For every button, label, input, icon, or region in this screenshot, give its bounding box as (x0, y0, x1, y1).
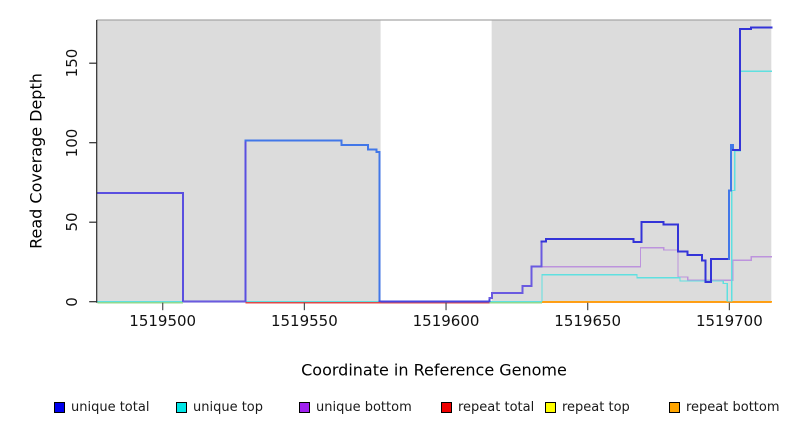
highlight-band (380, 20, 492, 303)
series-unique-total (96, 26, 773, 303)
x-tick-label-1519600: 1519600 (412, 312, 480, 330)
x-tick-label-1519650: 1519650 (554, 312, 622, 330)
axes (89, 20, 730, 311)
y-tick-label-50: 50 (63, 212, 81, 232)
x-tick-label-1519550: 1519550 (270, 312, 338, 330)
y-tick-label-100: 100 (63, 128, 81, 158)
x-tick-label-1519700: 1519700 (695, 312, 763, 330)
y-tick-label-0: 0 (63, 296, 81, 307)
x-axis-title: Coordinate in Reference Genome (301, 360, 567, 380)
y-tick-label-150: 150 (63, 48, 81, 78)
y-axis-title: Read Coverage Depth (26, 73, 46, 249)
x-tick-label-1519500: 1519500 (129, 312, 197, 330)
baseline-overlap-segments (97, 300, 772, 304)
